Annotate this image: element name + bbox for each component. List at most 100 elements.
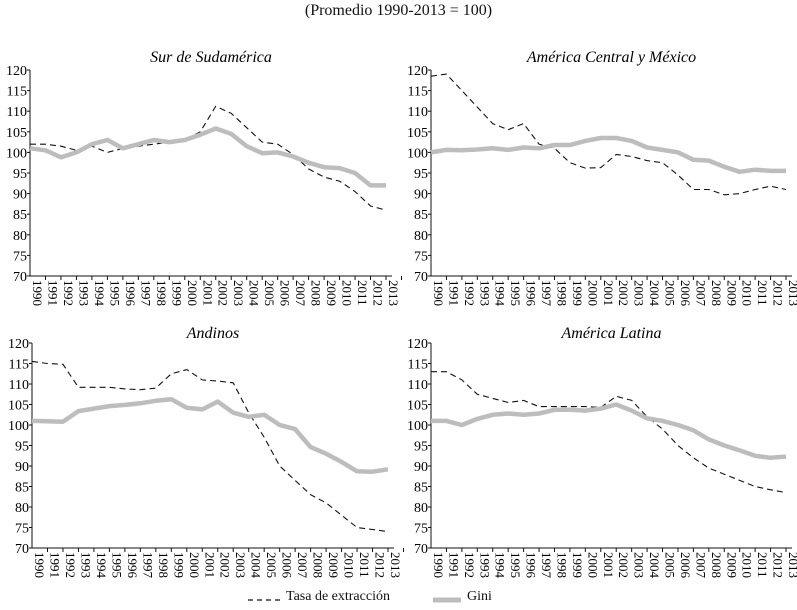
y-tick-label: 90 <box>414 460 428 475</box>
y-tick-label: 100 <box>8 419 29 434</box>
y-tick-label: 110 <box>7 105 27 120</box>
x-tick-label: 2001 <box>200 280 215 306</box>
series-gini-line <box>29 126 386 188</box>
x-tick-label: 1992 <box>61 280 76 306</box>
y-tick-label: 100 <box>407 419 428 434</box>
x-tick-label: 1992 <box>462 280 477 306</box>
x-tick-label: 2009 <box>324 280 339 306</box>
x-tick-label: 1998 <box>554 280 569 306</box>
y-tick-label: 70 <box>15 542 29 557</box>
x-tick-label: 2008 <box>709 280 724 306</box>
x-tick-label: 1993 <box>76 280 91 306</box>
x-tick-label: 2005 <box>663 280 678 306</box>
panel-title: América Latina <box>561 325 662 342</box>
y-tick-label: 80 <box>13 229 27 244</box>
x-tick-label: 2008 <box>309 280 324 306</box>
x-tick-label: 2008 <box>311 552 326 578</box>
y-tick-label: 75 <box>414 249 428 264</box>
y-tick-label: 80 <box>15 501 29 516</box>
y-tick-label: 110 <box>408 378 428 393</box>
main-title: (Promedio 1990-2013 = 100) <box>304 2 493 19</box>
x-tick-label: 1997 <box>539 280 554 307</box>
panel-0: Sur de Sudamérica 70 75 80 85 90 95 100 105 110 11… <box>6 49 402 307</box>
series-tasa-line <box>431 371 787 494</box>
x-tick-label: 2007 <box>295 552 310 579</box>
x-tick-label: 2010 <box>740 552 755 578</box>
x-tick-label: 2013 <box>786 552 797 578</box>
x-tick-label: 2004 <box>249 552 264 579</box>
x-tick-label: 1997 <box>140 552 155 579</box>
y-tick-label: 115 <box>9 358 29 373</box>
x-tick-label: 2001 <box>202 552 217 578</box>
y-tick-label: 85 <box>15 481 29 496</box>
x-tick-label: 1999 <box>171 552 186 578</box>
x-tick-label: 2006 <box>278 280 293 307</box>
x-tick-label: 2012 <box>373 552 388 578</box>
series-tasa-line <box>30 105 387 211</box>
x-tick-label: 2011 <box>355 280 370 306</box>
series-tasa-line <box>31 360 389 533</box>
x-tick-label: 1997 <box>138 280 153 307</box>
x-tick-label: 1997 <box>539 552 554 579</box>
x-tick-label: 2011 <box>755 280 770 306</box>
y-tick-label: 90 <box>15 460 29 475</box>
x-tick-label: 1995 <box>109 552 124 578</box>
series-tasa-line <box>430 73 787 196</box>
y-tick-label: 70 <box>414 270 428 285</box>
panel-1: América Central y México 70 75 80 85 90 95 100 1… <box>407 49 797 307</box>
x-tick-label: 1994 <box>493 280 508 307</box>
x-tick-label: 2003 <box>632 552 647 578</box>
panel-title: América Central y México <box>526 49 696 66</box>
x-tick-label: 2004 <box>247 280 262 307</box>
x-tick-label: 1999 <box>570 552 585 578</box>
x-tick-label: 2009 <box>724 552 739 578</box>
x-tick-label: 2003 <box>231 280 246 306</box>
y-tick-label: 120 <box>407 64 428 79</box>
x-tick-label: 2001 <box>601 280 616 306</box>
x-tick-label: 1994 <box>94 552 109 579</box>
legend-gini-label: Gini <box>467 589 492 604</box>
y-tick-label: 110 <box>9 378 29 393</box>
x-tick-label: 2010 <box>342 552 357 578</box>
y-tick-label: 105 <box>8 399 29 414</box>
x-tick-label: 2009 <box>724 280 739 306</box>
y-tick-label: 120 <box>8 337 29 352</box>
x-tick-label: 1994 <box>92 280 107 307</box>
y-tick-label: 85 <box>414 481 428 496</box>
x-tick-label: 1993 <box>477 552 492 578</box>
x-tick-label: 2007 <box>693 552 708 579</box>
x-tick-label: 2002 <box>616 280 631 306</box>
y-tick-label: 70 <box>414 542 428 557</box>
x-tick-label: 1991 <box>47 552 62 578</box>
x-tick-label: 2007 <box>693 280 708 307</box>
y-tick-label: 75 <box>15 522 29 537</box>
x-tick-label: 2006 <box>678 552 693 579</box>
x-tick-label: 2003 <box>233 552 248 578</box>
x-tick-label: 2006 <box>280 552 295 579</box>
x-tick-label: 1993 <box>78 552 93 578</box>
x-tick-label: 2010 <box>740 280 755 306</box>
x-tick-label: 1995 <box>508 552 523 578</box>
y-tick-label: 90 <box>13 188 27 203</box>
panel-title: Sur de Sudamérica <box>150 49 272 66</box>
x-tick-label: 1992 <box>63 552 78 578</box>
x-tick-label: 2013 <box>386 280 401 306</box>
x-tick-label: 2012 <box>771 552 786 578</box>
x-tick-label: 1990 <box>431 552 446 578</box>
x-tick-label: 2000 <box>185 280 200 306</box>
y-tick-label: 105 <box>407 126 428 141</box>
x-tick-label: 2004 <box>647 280 662 307</box>
y-tick-label: 105 <box>407 399 428 414</box>
x-tick-label: 1991 <box>45 280 60 306</box>
y-tick-label: 80 <box>414 501 428 516</box>
x-tick-label: 1996 <box>123 280 138 307</box>
y-tick-label: 105 <box>6 126 27 141</box>
x-tick-label: 2007 <box>293 280 308 307</box>
y-tick-label: 120 <box>6 64 27 79</box>
y-tick-label: 120 <box>407 337 428 352</box>
legend-tasa-label: Tasa de extracción <box>286 589 390 604</box>
panel-3: América Latina 70 75 80 85 90 95 100 105 110 115 12… <box>407 325 797 579</box>
y-tick-label: 100 <box>407 146 428 161</box>
